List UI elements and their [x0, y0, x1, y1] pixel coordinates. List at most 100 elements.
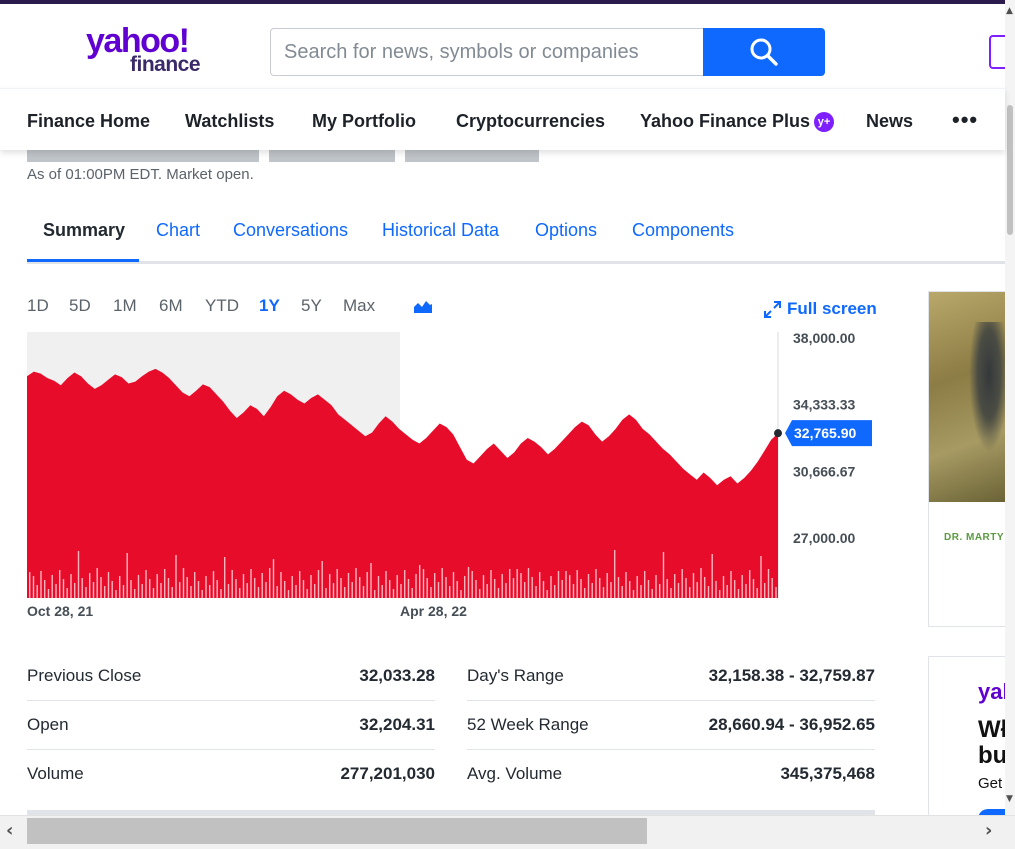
range-6m[interactable]: 6M	[159, 296, 183, 315]
volume-bar	[96, 568, 98, 598]
scroll-down-icon[interactable]: ▼	[1006, 794, 1013, 804]
range-max[interactable]: Max	[343, 296, 376, 315]
volume-bar	[482, 575, 485, 598]
more-dots-icon[interactable]: •••	[952, 107, 979, 132]
stat-value: 28,660.94 - 36,952.65	[708, 715, 875, 734]
volume-bar	[231, 570, 233, 598]
tab-components[interactable]: Components	[632, 220, 735, 240]
volume-bar	[617, 577, 620, 598]
scroll-right-icon[interactable]: ›	[985, 820, 993, 841]
sign-in-button[interactable]	[989, 35, 1005, 69]
nav-news[interactable]: News	[866, 111, 914, 131]
volume-bar	[554, 585, 556, 598]
stat-52-week-range: 52 Week Range 28,660.94 - 36,952.65	[467, 701, 875, 750]
range-1m[interactable]: 1M	[113, 296, 137, 315]
yahoo-finance-logo[interactable]: yahoo! finance	[86, 22, 216, 76]
nav-yahoo-finance-plus[interactable]: Yahoo Finance Plus y+	[640, 111, 835, 132]
volume-bar	[291, 576, 293, 598]
tab-chart[interactable]: Chart	[156, 220, 201, 240]
range-1y[interactable]: 1Y	[259, 296, 280, 315]
volume-bar	[85, 587, 87, 598]
volume-bar	[70, 574, 72, 598]
volume-bar	[509, 569, 511, 598]
range-1d[interactable]: 1D	[27, 296, 49, 315]
ad-headline-line: bu	[978, 742, 1005, 769]
search-button[interactable]	[703, 28, 825, 76]
volume-bar	[636, 576, 638, 598]
volume-bar	[437, 582, 440, 598]
volume-bar	[194, 572, 196, 598]
range-ytd[interactable]: YTD	[205, 296, 239, 315]
volume-bar	[550, 576, 552, 598]
tab-conversations[interactable]: Conversations	[233, 220, 349, 240]
volume-bar	[134, 589, 136, 598]
stat-value: 32,158.38 - 32,759.87	[708, 666, 875, 685]
mountain-chart-icon[interactable]	[413, 298, 433, 319]
volume-bar	[175, 555, 177, 598]
advertisement-1[interactable]: DR. MARTY	[928, 291, 1005, 627]
volume-bar	[171, 587, 173, 598]
volume-bar	[362, 586, 365, 598]
volume-bar	[254, 578, 256, 598]
volume-bar	[711, 554, 713, 598]
nav-cryptocurrencies[interactable]: Cryptocurrencies	[456, 111, 606, 131]
tab-options[interactable]: Options	[535, 220, 598, 240]
volume-bar	[741, 575, 743, 598]
stat-volume: Volume 277,201,030	[27, 750, 435, 799]
tab-summary[interactable]: Summary	[43, 220, 126, 240]
volume-bar	[527, 568, 530, 598]
stat-label: Volume	[27, 764, 84, 783]
volume-bar	[130, 580, 132, 598]
volume-bar	[659, 584, 661, 598]
price-chart[interactable]: 38,000.00 34,333.33 30,666.67 27,000.00 Oct …	[0, 320, 900, 630]
nav-finance-home[interactable]: Finance Home	[27, 111, 151, 131]
nav-my-portfolio[interactable]: My Portfolio	[312, 111, 416, 131]
stat-avg-volume: Avg. Volume 345,375,468	[467, 750, 875, 799]
volume-bar	[422, 569, 425, 598]
horizontal-scroll-thumb[interactable]	[27, 818, 647, 844]
volume-bar	[655, 575, 657, 598]
full-screen-button[interactable]: Full screen	[764, 299, 877, 319]
volume-bar	[531, 577, 533, 598]
volume-bar	[92, 582, 95, 598]
search-icon	[750, 38, 778, 66]
volume-bar	[767, 569, 770, 598]
range-5d[interactable]: 5D	[69, 296, 91, 315]
horizontal-scrollbar[interactable]: ‹ ›	[0, 815, 1015, 849]
volume-bar	[340, 578, 342, 598]
volume-bar	[287, 590, 290, 598]
scroll-left-icon[interactable]: ‹	[6, 820, 14, 841]
volume-bar	[565, 571, 567, 598]
volume-bar	[734, 580, 736, 598]
vertical-scroll-thumb[interactable]	[1007, 105, 1013, 235]
volume-bar	[490, 570, 492, 598]
volume-bar	[295, 585, 297, 598]
volume-bar	[299, 571, 301, 598]
volume-bar	[640, 585, 642, 598]
volume-bar	[396, 575, 398, 598]
volume-bar	[216, 580, 218, 598]
vertical-scrollbar[interactable]: ▲ ▼	[1005, 0, 1015, 815]
volume-bar	[220, 589, 222, 598]
volume-bar	[126, 553, 128, 598]
volume-bar	[719, 590, 721, 598]
volume-bar	[704, 577, 706, 598]
volume-bar	[576, 570, 578, 598]
volume-bar	[190, 586, 192, 598]
volume-bar	[681, 569, 683, 598]
volume-bar	[314, 584, 316, 598]
volume-bar	[100, 577, 102, 598]
ad-cta-text: Get	[978, 775, 1003, 792]
scroll-up-icon[interactable]: ▲	[1006, 6, 1013, 16]
volume-bar	[145, 570, 147, 598]
volume-bar	[591, 583, 593, 598]
tab-historical-data[interactable]: Historical Data	[382, 220, 500, 240]
nav-watchlists[interactable]: Watchlists	[185, 111, 275, 131]
volume-bar	[512, 578, 515, 598]
volume-bar	[557, 571, 560, 598]
range-5y[interactable]: 5Y	[301, 296, 322, 315]
search-input[interactable]	[270, 28, 704, 76]
plus-badge-icon: y+	[814, 112, 835, 132]
volume-bar	[726, 585, 728, 598]
